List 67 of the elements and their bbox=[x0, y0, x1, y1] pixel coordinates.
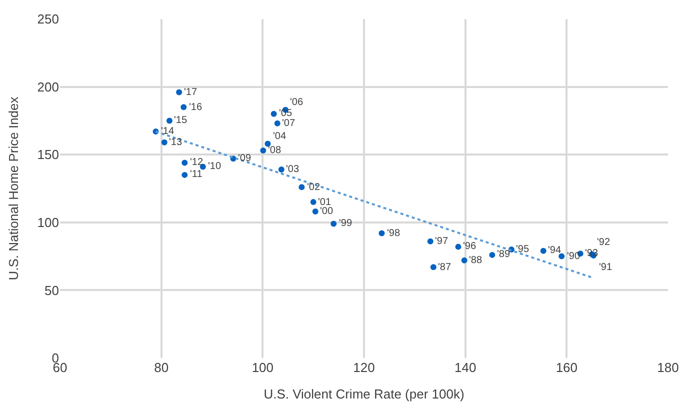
annotation: '87 bbox=[438, 262, 452, 273]
annotation: '13 bbox=[169, 137, 182, 148]
annotation: '05 bbox=[279, 108, 292, 119]
annotation: '15 bbox=[174, 115, 188, 126]
annotation: '93 bbox=[585, 248, 598, 259]
point bbox=[312, 208, 318, 215]
x-tick-label: 120 bbox=[353, 360, 375, 375]
point bbox=[430, 264, 436, 270]
y-tick-label: 250 bbox=[37, 12, 59, 27]
point bbox=[176, 89, 182, 96]
annotation: '07 bbox=[282, 118, 296, 129]
point bbox=[330, 220, 337, 227]
annotation: '10 bbox=[208, 161, 222, 172]
point bbox=[161, 139, 168, 146]
annotation: '16 bbox=[189, 102, 202, 113]
annotation: '03 bbox=[286, 164, 300, 175]
point bbox=[489, 252, 496, 258]
point bbox=[180, 104, 187, 110]
point bbox=[274, 120, 280, 126]
x-tick-label: 100 bbox=[252, 360, 274, 375]
annotation: '96 bbox=[463, 241, 476, 252]
x-tick-label: 140 bbox=[454, 360, 476, 375]
point bbox=[182, 172, 188, 178]
annotation: '01 bbox=[318, 197, 332, 208]
point bbox=[182, 160, 188, 166]
y-tick-label: 150 bbox=[37, 147, 59, 162]
point bbox=[270, 110, 277, 117]
point bbox=[264, 140, 271, 147]
point bbox=[455, 244, 462, 250]
annotation: '02 bbox=[307, 182, 320, 193]
y-axis-title: U.S. National Home Price Index bbox=[6, 96, 22, 280]
point bbox=[260, 148, 266, 154]
annotation: '06 bbox=[290, 97, 304, 108]
annotation: '04 bbox=[273, 131, 286, 142]
x-tick-label: 180 bbox=[657, 360, 679, 375]
annotation: '14 bbox=[161, 126, 174, 137]
point bbox=[278, 166, 284, 173]
point bbox=[378, 230, 385, 236]
annotation: '08 bbox=[268, 145, 282, 156]
annotation: '94 bbox=[548, 245, 562, 256]
point bbox=[298, 184, 305, 190]
annotation: '98 bbox=[387, 228, 400, 239]
annotation: '12 bbox=[190, 157, 204, 168]
point bbox=[461, 257, 468, 264]
annotation: '92 bbox=[597, 237, 610, 248]
annotation: '88 bbox=[469, 255, 482, 266]
point bbox=[540, 248, 546, 254]
annotation: '09 bbox=[238, 153, 252, 164]
annotation: '99 bbox=[339, 218, 352, 229]
annotation: '17 bbox=[184, 87, 198, 98]
point bbox=[310, 199, 316, 206]
point bbox=[166, 118, 172, 124]
annotation: '95 bbox=[516, 244, 530, 255]
annotation: '89 bbox=[497, 249, 510, 260]
annotation: '90 bbox=[567, 251, 580, 262]
y-tick-label: 200 bbox=[37, 79, 59, 94]
point bbox=[427, 238, 434, 244]
y-tick-label: 50 bbox=[44, 282, 59, 298]
annotation: '91 bbox=[599, 262, 612, 273]
x-axis-title: U.S. Violent Crime Rate (per 100k) bbox=[264, 386, 464, 402]
x-tick-label: 80 bbox=[154, 360, 169, 375]
annotation: '97 bbox=[435, 236, 448, 247]
annotation: '00 bbox=[320, 206, 334, 217]
annotation: '11 bbox=[190, 169, 203, 180]
point bbox=[558, 253, 565, 260]
y-tick-label: 100 bbox=[37, 214, 59, 230]
x-tick-label: 160 bbox=[556, 360, 578, 375]
